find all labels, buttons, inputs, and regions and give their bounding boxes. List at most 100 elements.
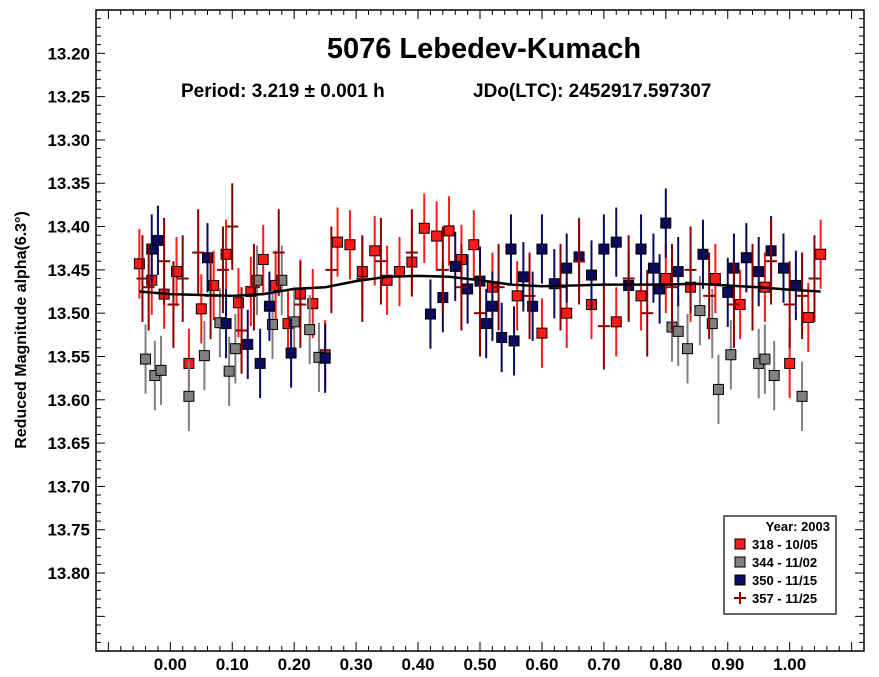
- data-point: [155, 364, 167, 376]
- data-point: [232, 297, 244, 309]
- x-tick-label: 0.00: [154, 655, 187, 674]
- data-point: [332, 236, 344, 248]
- data-point: [505, 243, 517, 255]
- data-point: [753, 266, 765, 278]
- data-point: [304, 324, 316, 336]
- data-point: [759, 353, 771, 365]
- data-point: [319, 352, 331, 364]
- x-axis: 0.00 0.10 0.20 0.30 0.40 0.50 0.60 0.70 0.80 0.90…: [107, 10, 853, 674]
- data-point: [254, 357, 266, 369]
- data-point: [508, 335, 520, 347]
- legend-label: 357 - 11/25: [752, 591, 817, 606]
- data-point: [468, 239, 480, 251]
- data-point: [431, 230, 443, 242]
- data-point: [171, 266, 183, 278]
- data-point: [257, 253, 269, 265]
- data-point: [307, 298, 319, 310]
- epoch-label: JDo(LTC): 2452917.597307: [473, 81, 711, 102]
- legend-swatch: [734, 538, 746, 550]
- data-point: [548, 278, 560, 290]
- y-tick-label: 13.30: [47, 131, 90, 150]
- data-point: [285, 347, 297, 359]
- legend-title: Year: 2003: [766, 519, 830, 534]
- data-point: [201, 252, 213, 264]
- y-tick-label: 13.70: [47, 477, 90, 496]
- data-point: [585, 269, 597, 281]
- data-point: [796, 390, 808, 402]
- data-point: [672, 325, 684, 337]
- legend-swatch: [734, 556, 746, 568]
- x-tick-label: 0.10: [216, 655, 249, 674]
- data-point: [242, 338, 254, 350]
- x-tick-label: 0.30: [340, 655, 373, 674]
- fit-curve: [139, 274, 821, 298]
- data-point: [183, 390, 195, 402]
- x-tick-label: 0.60: [525, 655, 558, 674]
- data-point: [267, 318, 279, 330]
- y-tick-label: 13.40: [47, 218, 90, 237]
- data-point: [815, 248, 827, 260]
- y-axis-label: Reduced Magnitude alpha(6.3°): [13, 211, 30, 449]
- series-357: [136, 183, 821, 374]
- data-point: [198, 350, 210, 362]
- data-point: [610, 316, 622, 328]
- y-tick-label: 13.35: [47, 174, 90, 193]
- data-point: [517, 271, 529, 283]
- chart-title: 5076 Lebedev-Kumach: [327, 33, 641, 65]
- legend-label: 344 - 11/02: [752, 555, 817, 570]
- data-point: [276, 274, 288, 286]
- y-tick-label: 13.65: [47, 434, 90, 453]
- data-point: [697, 248, 709, 260]
- data-point: [635, 290, 647, 302]
- data-point: [740, 252, 752, 264]
- data-point: [511, 290, 523, 302]
- data-point: [681, 343, 693, 355]
- period-label: Period: 3.219 ± 0.001 h: [181, 81, 385, 102]
- data-points: [133, 183, 827, 431]
- data-point: [725, 349, 737, 361]
- legend-label: 318 - 10/05: [752, 537, 818, 552]
- x-tick-label: 1.00: [773, 655, 806, 674]
- data-point: [536, 243, 548, 255]
- data-point: [133, 258, 145, 270]
- data-point: [424, 308, 436, 320]
- data-point: [369, 245, 381, 257]
- x-tick-label: 0.40: [402, 655, 435, 674]
- data-point: [672, 266, 684, 278]
- data-point: [208, 279, 220, 291]
- y-tick-label: 13.75: [47, 521, 90, 540]
- data-point: [220, 248, 232, 260]
- data-point: [344, 239, 356, 251]
- data-point: [610, 236, 622, 248]
- data-point: [443, 225, 455, 237]
- data-point: [288, 316, 300, 328]
- data-point: [802, 312, 814, 324]
- y-tick-label: 13.25: [47, 88, 90, 107]
- x-tick-label: 0.20: [278, 655, 311, 674]
- data-point: [784, 357, 796, 369]
- legend-label: 350 - 11/15: [752, 573, 817, 588]
- data-point: [712, 383, 724, 395]
- data-point: [418, 222, 430, 234]
- data-point: [140, 353, 152, 365]
- data-point: [660, 273, 672, 285]
- data-point: [251, 274, 263, 286]
- data-point: [462, 283, 474, 295]
- x-tick-label: 0.90: [711, 655, 744, 674]
- data-point: [223, 365, 235, 377]
- y-tick-label: 13.60: [47, 391, 90, 410]
- data-point: [777, 262, 789, 274]
- data-point: [561, 307, 573, 319]
- y-tick-label: 13.80: [47, 564, 90, 583]
- data-point: [722, 286, 734, 298]
- data-point: [480, 318, 492, 330]
- data-point: [598, 243, 610, 255]
- data-point: [229, 343, 241, 355]
- data-point: [496, 331, 508, 343]
- data-point: [152, 234, 164, 246]
- legend: Year: 2003 318 - 10/05 344 - 11/02 350 - 1…: [723, 515, 837, 615]
- x-tick-label: 0.70: [587, 655, 620, 674]
- data-point: [381, 274, 393, 286]
- y-tick-label: 13.55: [47, 347, 90, 366]
